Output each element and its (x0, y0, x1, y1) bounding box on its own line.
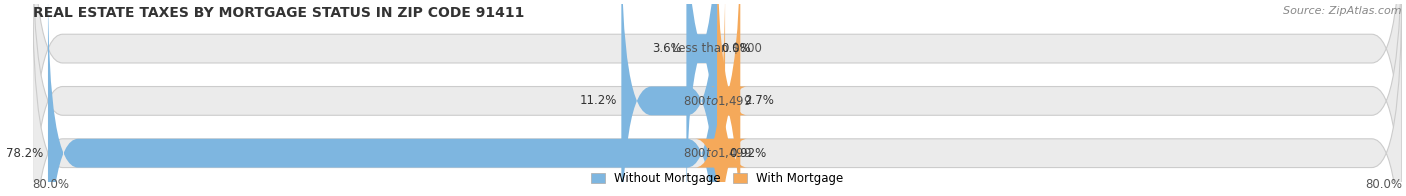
Text: 11.2%: 11.2% (579, 94, 617, 107)
Text: 2.7%: 2.7% (745, 94, 775, 107)
Text: 0.92%: 0.92% (730, 147, 766, 160)
FancyBboxPatch shape (32, 0, 1402, 196)
Text: $800 to $1,499: $800 to $1,499 (683, 146, 752, 160)
FancyBboxPatch shape (32, 0, 1402, 196)
FancyBboxPatch shape (48, 0, 717, 196)
FancyBboxPatch shape (621, 0, 717, 196)
Text: REAL ESTATE TAXES BY MORTGAGE STATUS IN ZIP CODE 91411: REAL ESTATE TAXES BY MORTGAGE STATUS IN … (32, 6, 524, 20)
Text: $800 to $1,499: $800 to $1,499 (683, 94, 752, 108)
FancyBboxPatch shape (695, 0, 747, 196)
Text: 0.0%: 0.0% (721, 42, 751, 55)
Legend: Without Mortgage, With Mortgage: Without Mortgage, With Mortgage (591, 172, 844, 185)
Text: Less than $800: Less than $800 (672, 42, 762, 55)
Text: 80.0%: 80.0% (1365, 178, 1402, 191)
Text: Source: ZipAtlas.com: Source: ZipAtlas.com (1284, 6, 1402, 16)
FancyBboxPatch shape (32, 0, 1402, 196)
Text: 78.2%: 78.2% (7, 147, 44, 160)
FancyBboxPatch shape (710, 0, 747, 196)
Text: 3.6%: 3.6% (652, 42, 682, 55)
Text: 80.0%: 80.0% (32, 178, 69, 191)
FancyBboxPatch shape (686, 0, 717, 196)
